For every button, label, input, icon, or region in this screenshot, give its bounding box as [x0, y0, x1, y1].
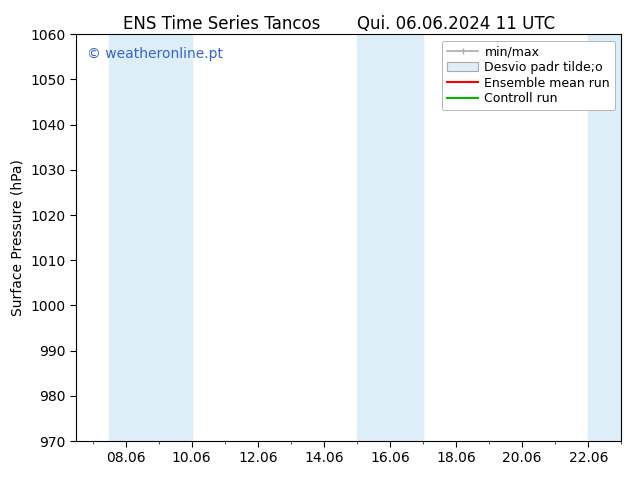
Legend: min/max, Desvio padr tilde;o, Ensemble mean run, Controll run: min/max, Desvio padr tilde;o, Ensemble m… — [442, 41, 615, 110]
Bar — [588, 34, 634, 441]
Bar — [357, 34, 423, 441]
Text: Qui. 06.06.2024 11 UTC: Qui. 06.06.2024 11 UTC — [358, 15, 555, 33]
Text: © weatheronline.pt: © weatheronline.pt — [87, 47, 223, 60]
Bar — [109, 34, 191, 441]
Text: ENS Time Series Tancos: ENS Time Series Tancos — [123, 15, 321, 33]
Y-axis label: Surface Pressure (hPa): Surface Pressure (hPa) — [11, 159, 25, 316]
